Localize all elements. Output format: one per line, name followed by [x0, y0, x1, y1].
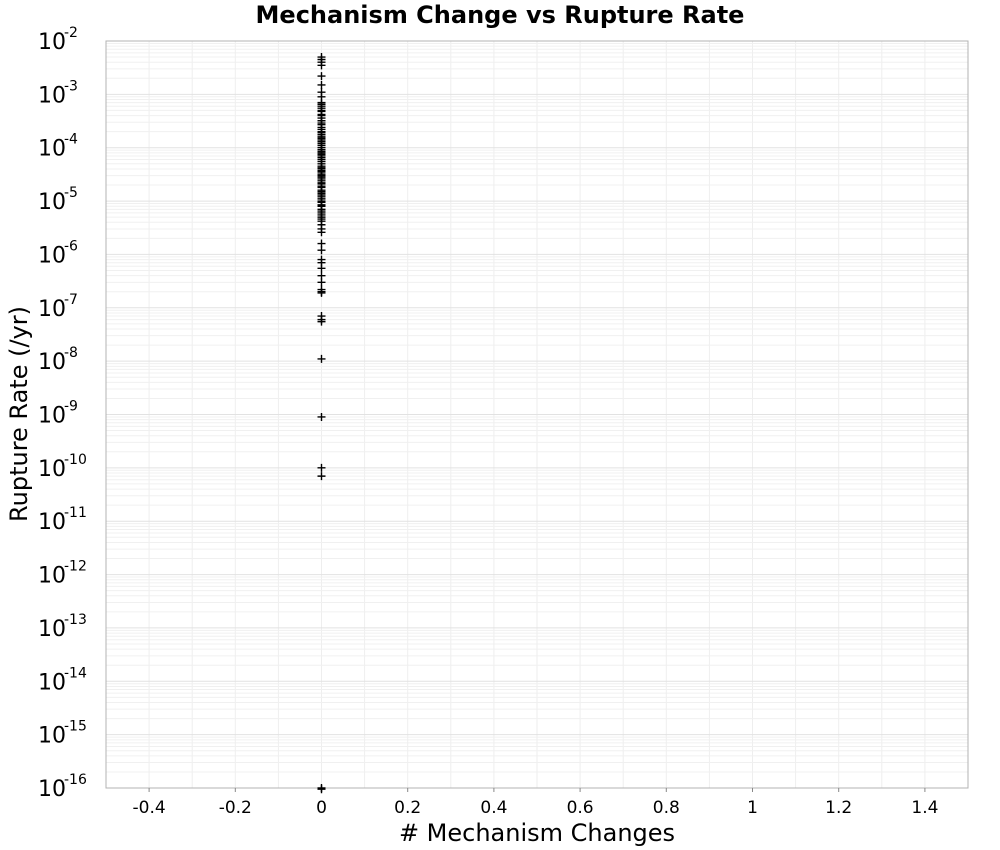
y-tick-exponent: -14	[64, 665, 87, 681]
y-tick-exponent: -12	[64, 559, 87, 575]
data-point	[317, 215, 326, 224]
y-tick: 10-14	[38, 665, 87, 695]
data-points	[317, 53, 326, 794]
y-tick: 10-10	[38, 452, 87, 482]
y-tick-exponent: -16	[64, 772, 87, 788]
data-point	[317, 228, 326, 237]
y-tick: 10-15	[38, 719, 87, 749]
data-point	[317, 472, 326, 481]
y-tick-exponent: -11	[64, 505, 87, 521]
x-tick-label: 0.6	[567, 798, 594, 818]
x-tick-label: 1.4	[911, 798, 938, 818]
y-tick: 10-7	[38, 292, 78, 322]
y-tick-exponent: -2	[64, 25, 78, 41]
x-tick-label: -0.4	[133, 798, 166, 818]
y-tick-base: 10	[38, 724, 66, 749]
y-tick: 10-16	[38, 772, 87, 802]
y-tick: 10-2	[38, 25, 78, 55]
y-tick-base: 10	[38, 457, 66, 482]
data-point	[317, 61, 326, 70]
y-tick-base: 10	[38, 190, 66, 215]
y-tick-exponent: -10	[64, 452, 87, 468]
data-point	[317, 80, 326, 89]
x-axis-label: # Mechanism Changes	[399, 819, 675, 847]
data-point	[317, 264, 326, 273]
data-point	[317, 246, 326, 255]
y-tick-exponent: -9	[64, 399, 78, 415]
y-tick-base: 10	[38, 350, 66, 375]
x-tick-label: -0.2	[219, 798, 252, 818]
y-tick-base: 10	[38, 510, 66, 535]
y-tick: 10-6	[38, 238, 78, 268]
y-tick-base: 10	[38, 564, 66, 589]
y-tick-exponent: -13	[64, 612, 87, 628]
data-point	[317, 412, 326, 421]
y-tick: 10-11	[38, 505, 87, 535]
y-tick-exponent: -6	[64, 238, 78, 254]
x-tick-label: 0.4	[480, 798, 507, 818]
y-tick: 10-13	[38, 612, 87, 642]
y-tick-base: 10	[38, 137, 66, 162]
y-tick-exponent: -8	[64, 345, 78, 361]
y-tick-base: 10	[38, 83, 66, 108]
y-tick-base: 10	[38, 297, 66, 322]
data-point	[317, 317, 326, 326]
y-tick-base: 10	[38, 670, 66, 695]
x-tick-label: 1	[747, 798, 758, 818]
data-point	[317, 288, 326, 297]
data-point	[317, 271, 326, 280]
y-tick-exponent: -15	[64, 719, 87, 735]
y-tick: 10-9	[38, 399, 78, 429]
y-tick: 10-8	[38, 345, 78, 375]
chart-title: Mechanism Change vs Rupture Rate	[256, 1, 745, 29]
x-tick-label: 0	[316, 798, 327, 818]
grid-lines	[105, 41, 969, 789]
y-tick-exponent: -4	[64, 132, 78, 148]
data-point	[317, 463, 326, 472]
y-tick-base: 10	[38, 243, 66, 268]
data-point	[317, 72, 326, 81]
y-tick: 10-4	[38, 132, 78, 162]
y-tick-exponent: -5	[64, 185, 78, 201]
data-point	[317, 785, 326, 794]
y-axis-label: Rupture Rate (/yr)	[5, 306, 33, 522]
y-axis-ticks: 10-210-310-410-510-610-710-810-910-1010-…	[38, 25, 87, 802]
data-point	[317, 278, 326, 287]
data-point	[317, 239, 326, 248]
y-tick-base: 10	[38, 777, 66, 802]
y-tick-base: 10	[38, 404, 66, 429]
y-tick-base: 10	[38, 617, 66, 642]
y-tick: 10-12	[38, 559, 87, 589]
y-tick-exponent: -7	[64, 292, 78, 308]
x-tick-label: 0.2	[394, 798, 421, 818]
x-axis-ticks: -0.4 -0.2 0 0.2 0.4 0.6 0.8 1 1.2 1.4	[133, 788, 938, 818]
plot-frame	[105, 40, 969, 789]
y-tick-exponent: -3	[64, 78, 78, 94]
x-tick-label: 1.2	[825, 798, 852, 818]
y-tick: 10-5	[38, 185, 78, 215]
y-tick: 10-3	[38, 78, 78, 108]
data-point	[317, 354, 326, 363]
x-tick-label: 0.8	[653, 798, 680, 818]
y-tick-base: 10	[38, 30, 66, 55]
